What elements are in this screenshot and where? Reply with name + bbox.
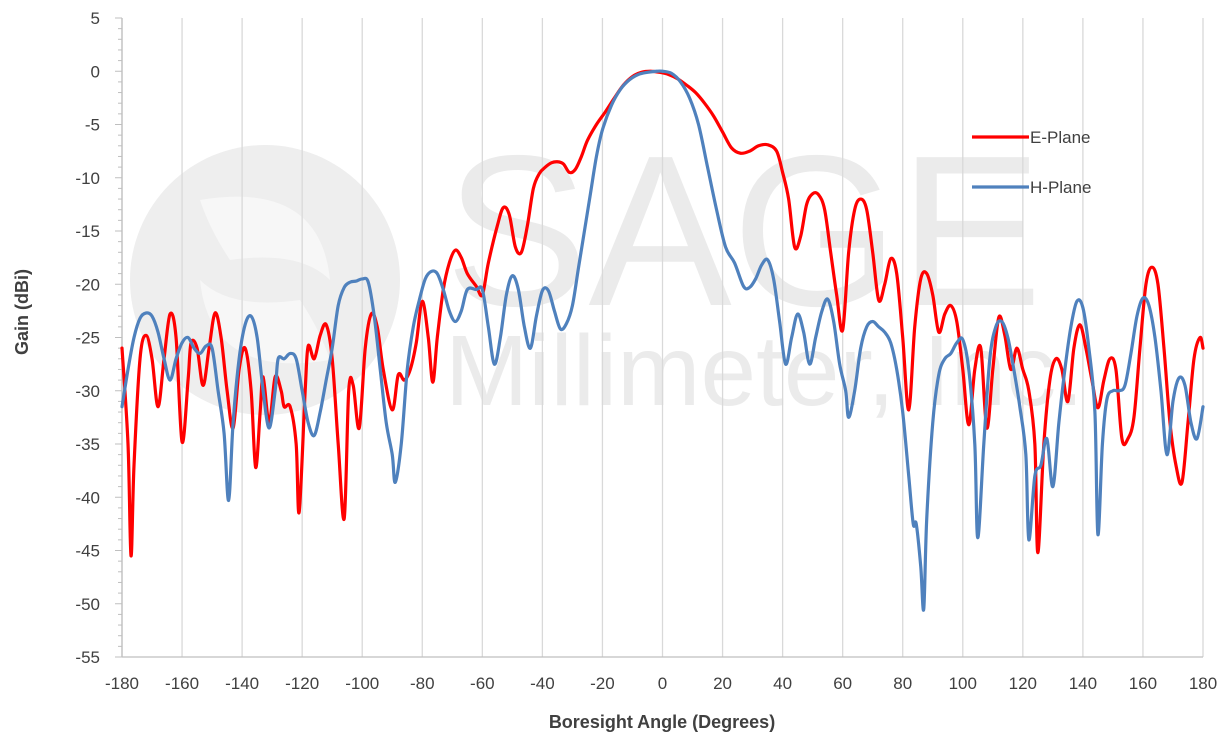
x-tick-label: 120 (1009, 674, 1037, 693)
y-tick-label: -35 (75, 435, 100, 454)
y-tick-label: -5 (85, 116, 100, 135)
x-tick-label: 40 (773, 674, 792, 693)
y-tick-label: 0 (91, 62, 100, 81)
series-line-h-plane (120, 69, 1205, 612)
y-tick-label: -20 (75, 275, 100, 294)
x-tick-label: 60 (833, 674, 852, 693)
y-tick-label: -10 (75, 169, 100, 188)
x-tick-label: 140 (1069, 674, 1097, 693)
y-tick-label: -15 (75, 222, 100, 241)
watermark-logo-swoosh (200, 196, 330, 280)
legend-label-h-plane: H-Plane (1030, 178, 1091, 197)
y-axis: 5 0 -5 -10 -15 -20 -25 -30 -35 -40 -45 -50 -55 (75, 9, 123, 667)
x-tick-label: -60 (470, 674, 495, 693)
y-tick-label: -30 (75, 382, 100, 401)
x-tick-label: -180 (105, 674, 139, 693)
y-tick-label: -40 (75, 488, 100, 507)
watermark-logo-swoosh-lower (200, 280, 330, 364)
series-layer (120, 69, 1205, 612)
x-tick-label: -120 (285, 674, 319, 693)
legend: E-Plane H-Plane (972, 128, 1091, 197)
x-tick-label: 100 (949, 674, 977, 693)
x-tick-label: -160 (165, 674, 199, 693)
x-tick-label: 160 (1129, 674, 1157, 693)
x-tick-label: -40 (530, 674, 555, 693)
y-axis-title: Gain (dBi) (12, 269, 32, 355)
y-tick-label: -45 (75, 542, 100, 561)
y-tick-label: 5 (91, 9, 100, 28)
x-axis-title: Boresight Angle (Degrees) (549, 712, 775, 732)
x-tick-label: 180 (1189, 674, 1217, 693)
x-tick-label: -140 (225, 674, 259, 693)
watermark-subtitle: Millimeter, Inc. (445, 315, 1084, 427)
y-tick-label: -50 (75, 595, 100, 614)
x-tick-label: -20 (590, 674, 615, 693)
x-tick-label: -80 (410, 674, 435, 693)
x-tick-label: 20 (713, 674, 732, 693)
legend-label-e-plane: E-Plane (1030, 128, 1090, 147)
x-axis: -180 -160 -140 -120 -100 -80 -60 -40 -20 0 20 40 60 8… (105, 656, 1217, 693)
x-tick-label: 80 (893, 674, 912, 693)
watermark-brand: SAGE (445, 110, 1042, 351)
x-tick-label: 0 (658, 674, 667, 693)
y-tick-label: -25 (75, 329, 100, 348)
x-tick-label: -100 (345, 674, 379, 693)
y-tick-label: -55 (75, 648, 100, 667)
